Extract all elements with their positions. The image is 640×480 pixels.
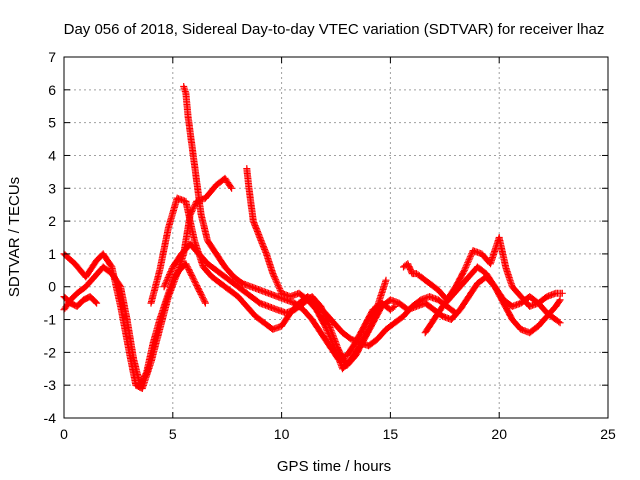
- series-track-5: [160, 240, 564, 369]
- y-tick-label: -4: [44, 410, 57, 426]
- y-tick-label: 5: [48, 115, 56, 131]
- y-tick-label: 2: [48, 213, 56, 229]
- y-tick-label: 6: [48, 82, 56, 98]
- x-tick-label: 5: [169, 426, 177, 442]
- series-track-2: [180, 83, 399, 363]
- data-marks: [60, 83, 566, 392]
- x-tick-label: 20: [491, 426, 507, 442]
- y-axis-label: SDTVAR / TECUs: [6, 177, 23, 297]
- plus-marker-trail: [160, 240, 564, 369]
- plot-frame: [63, 56, 609, 419]
- y-tick-label: 4: [48, 147, 56, 163]
- y-tick-label: 7: [48, 49, 56, 65]
- series-track-3: [243, 165, 390, 373]
- x-tick-label: 15: [383, 426, 399, 442]
- y-tick-label: 1: [48, 246, 56, 262]
- y-tick-label: -2: [44, 344, 57, 360]
- chart-title: Day 056 of 2018, Sidereal Day-to-day VTE…: [64, 21, 605, 38]
- plus-marker-trail: [243, 165, 390, 373]
- series-track-9: [421, 263, 564, 337]
- series-track-7: [60, 260, 209, 389]
- y-tick-label: -1: [44, 312, 57, 328]
- axes-layer: -4 -3 -2 -1 0 1 2 3 4 5 6 7 0 5 10 15 20 25: [44, 49, 616, 442]
- plus-marker-trail: [60, 260, 209, 389]
- x-axis-label: GPS time / hours: [277, 458, 391, 475]
- x-tick-label: 0: [60, 426, 68, 442]
- y-tick-label: 3: [48, 180, 56, 196]
- x-tick-label: 10: [274, 426, 290, 442]
- y-tick-label: -3: [44, 377, 57, 393]
- y-tick-label: 0: [48, 279, 56, 295]
- plus-marker-trail: [180, 83, 399, 363]
- plus-marker-trail: [421, 263, 564, 337]
- x-tick-label: 25: [600, 426, 616, 442]
